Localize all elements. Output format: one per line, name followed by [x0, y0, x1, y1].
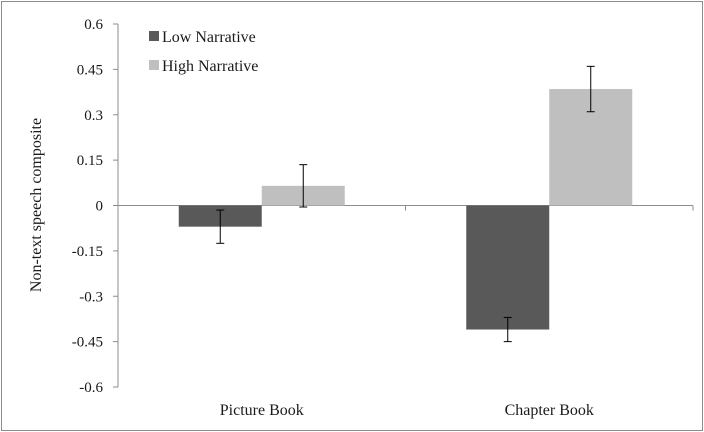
x-category-labels: Picture Book Chapter Book [220, 402, 594, 419]
y-tick-label: 0.6 [84, 17, 103, 33]
y-ticks: 0.6 0.45 0.3 0.15 0 -0.15 -0.3 -0.45 -0.6 [72, 17, 118, 396]
bars [178, 89, 633, 330]
error-bars [216, 65, 595, 343]
y-tick-label: 0.15 [77, 153, 103, 169]
y-tick-label: -0.15 [72, 244, 103, 260]
bar [466, 205, 550, 330]
y-tick-label: 0.45 [77, 62, 103, 78]
legend-swatch [149, 31, 159, 41]
legend-label: Low Narrative [162, 29, 256, 46]
x-category-label: Picture Book [220, 402, 304, 419]
y-tick-label: -0.6 [79, 380, 103, 396]
y-tick-label: 0 [96, 199, 104, 215]
y-tick-label: 0.3 [84, 108, 103, 124]
legend: Low Narrative High Narrative [149, 29, 258, 75]
legend-label: High Narrative [162, 58, 258, 75]
y-tick-label: -0.3 [79, 289, 103, 305]
y-axis-label: Non-text speech composite [28, 118, 45, 292]
legend-swatch [149, 60, 159, 70]
x-category-label: Chapter Book [505, 402, 594, 419]
y-tick-label: -0.45 [72, 335, 103, 351]
